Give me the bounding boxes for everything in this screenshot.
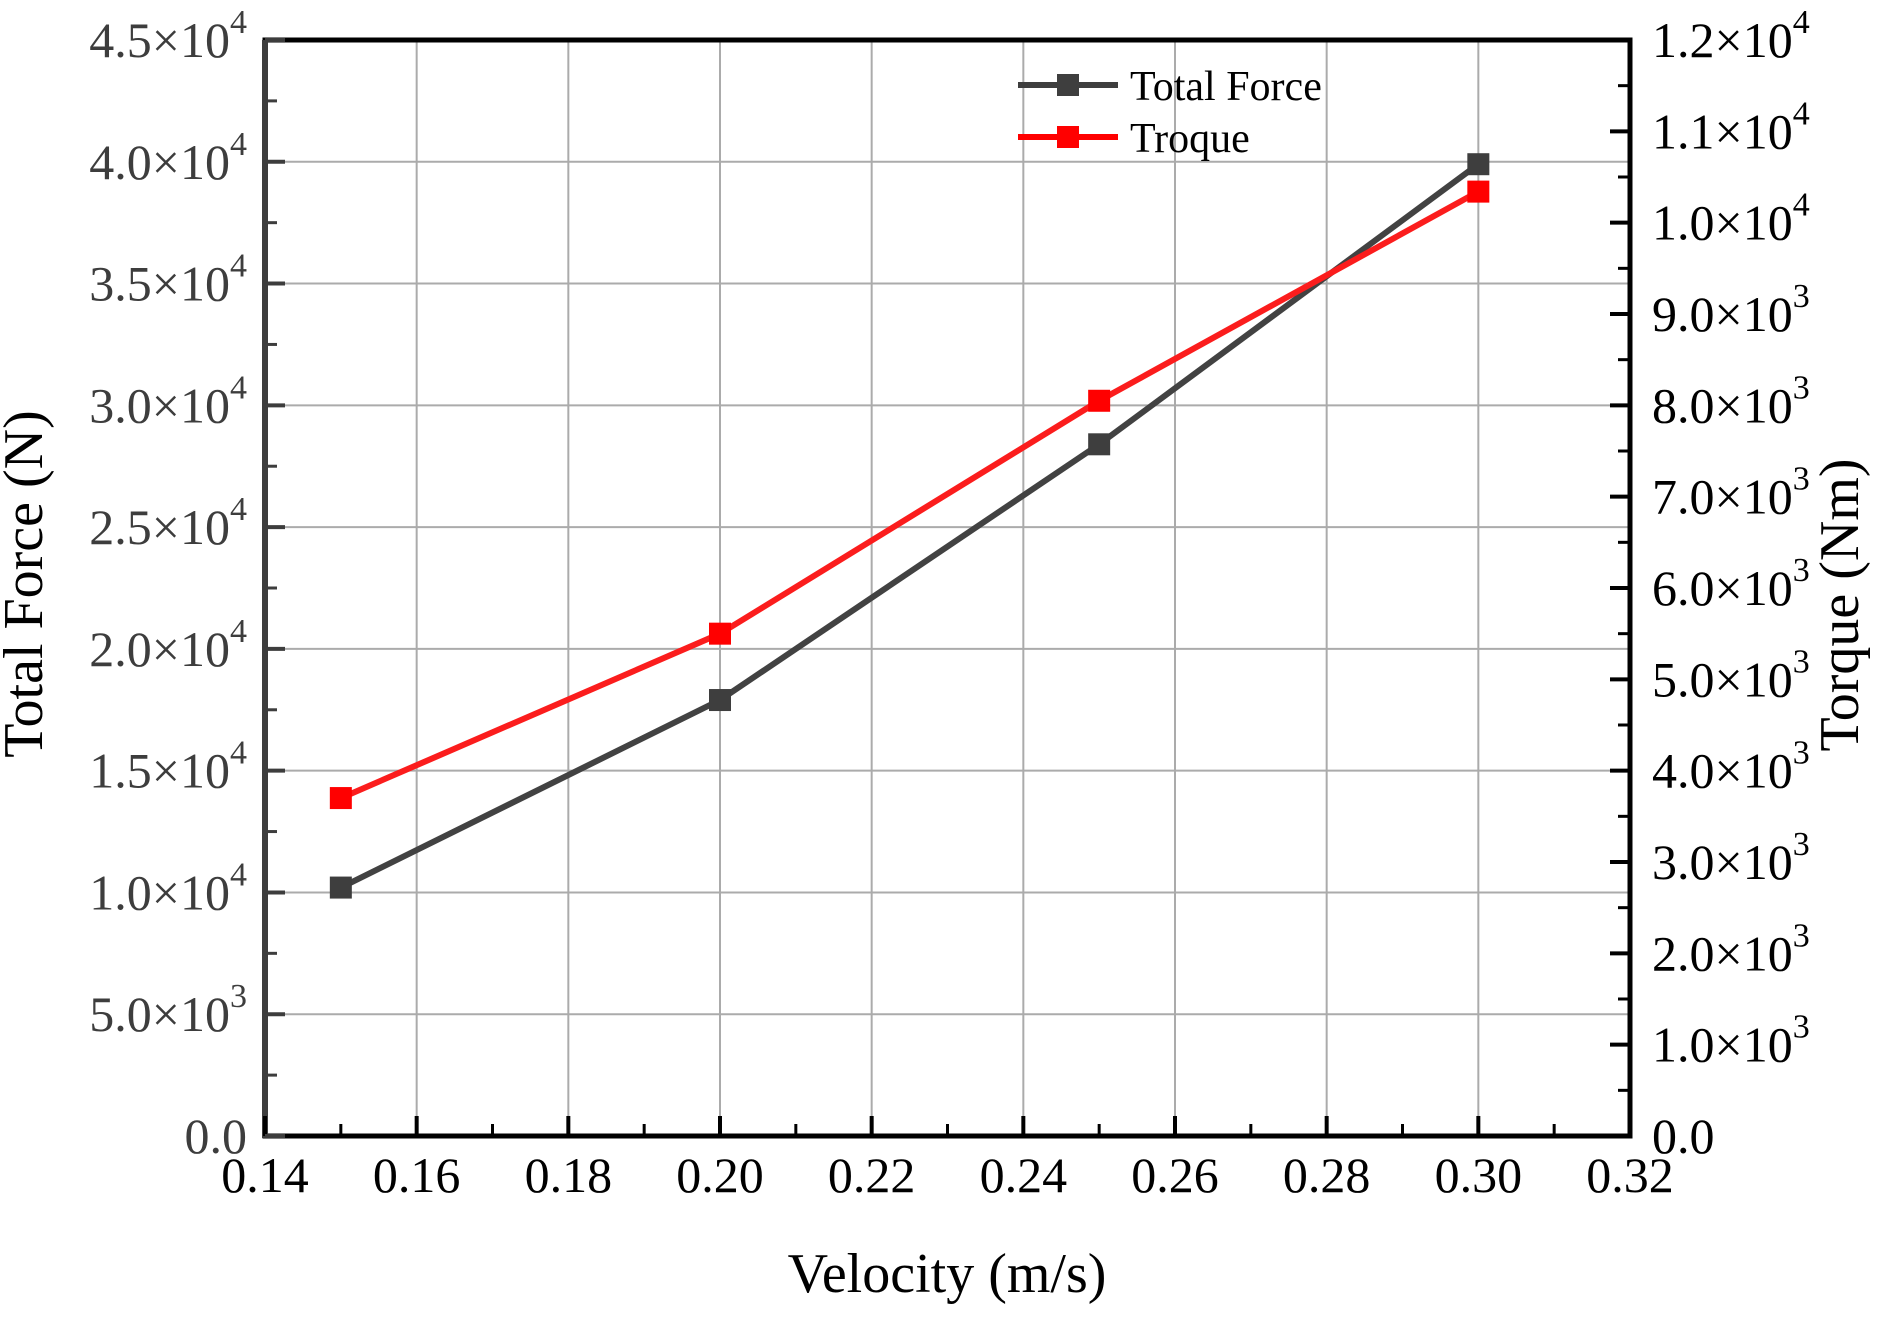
tick-label: 0.14: [221, 1147, 309, 1203]
tick-label: 2.5×104: [89, 491, 247, 555]
data-point-marker: [709, 689, 731, 712]
right-tick-labels: 0.0 1.0×103 2.0×103 3.0×103 4.0×103 5.0×103 6.…: [1652, 4, 1810, 1164]
legend-label: Total Force: [1130, 64, 1322, 110]
tick-label: 1.5×104: [89, 735, 247, 799]
series-line: [339, 188, 1480, 801]
tick-label: 0.0: [185, 1108, 248, 1164]
legend-marker: [1057, 74, 1079, 96]
tick-label: 1.0×104: [89, 856, 247, 920]
tick-label: 0.20: [676, 1147, 764, 1203]
x-axis-title: Velocity (m/s): [788, 1243, 1107, 1305]
left-axis-title: Total Force (N): [0, 410, 55, 758]
tick-label: 9.0×103: [1652, 278, 1810, 342]
tick-label: 5.0×103: [89, 978, 247, 1042]
tick-label: 1.0×103: [1652, 1009, 1810, 1073]
data-point-marker: [709, 622, 731, 645]
data-point-marker: [1467, 180, 1490, 203]
tick-label: 0.24: [980, 1147, 1068, 1203]
legend-label: Troque: [1130, 116, 1250, 162]
tick-label: 5.0×103: [1652, 643, 1810, 707]
tick-label: 2.0×104: [89, 613, 247, 677]
left-axis-ticks: [265, 38, 285, 1138]
x-axis-ticks: [263, 1116, 1632, 1136]
tick-label: 1.1×104: [1652, 95, 1810, 159]
tick-label: 3.5×104: [89, 248, 247, 312]
tick-label: 0.32: [1586, 1147, 1674, 1203]
series-total-force: [329, 153, 1490, 899]
series-troque: [329, 180, 1490, 810]
tick-label: 0.0: [1652, 1108, 1715, 1164]
gridlines: [265, 40, 1630, 1136]
tick-label: 7.0×103: [1652, 461, 1810, 525]
tick-label: 1.0×104: [1652, 187, 1810, 251]
data-point-marker: [1088, 389, 1111, 412]
tick-label: 6.0×103: [1652, 552, 1810, 616]
right-axis-title: Torque (Nm): [1809, 458, 1871, 751]
data-point-marker: [329, 876, 352, 899]
data-point-marker: [329, 787, 352, 810]
x-tick-labels: 0.14 0.16 0.18 0.20 0.22 0.24 0.26 0.28 0.30 0.32: [221, 1147, 1674, 1203]
tick-label: 3.0×104: [89, 369, 247, 433]
tick-label: 0.28: [1283, 1147, 1371, 1203]
legend-item: Troque: [1018, 116, 1250, 162]
tick-label: 0.26: [1131, 1147, 1219, 1203]
legend-item: Total Force: [1018, 64, 1322, 110]
tick-label: 4.0×103: [1652, 735, 1810, 799]
tick-label: 0.30: [1435, 1147, 1523, 1203]
series-line: [339, 161, 1481, 891]
tick-label: 3.0×103: [1652, 826, 1810, 890]
legend-marker: [1057, 126, 1079, 148]
tick-label: 4.0×104: [89, 126, 247, 190]
data-point-marker: [1088, 433, 1111, 456]
tick-label: 4.5×104: [89, 4, 247, 68]
left-tick-labels: 0.0 5.0×103 1.0×104 1.5×104 2.0×104 2.5×104 3.…: [89, 4, 247, 1164]
tick-label: 0.18: [525, 1147, 613, 1203]
tick-label: 0.22: [828, 1147, 916, 1203]
tick-label: 8.0×103: [1652, 369, 1810, 433]
right-axis-ticks: [1610, 38, 1630, 1138]
tick-label: 1.2×104: [1652, 4, 1810, 68]
data-point-marker: [1467, 153, 1490, 176]
legend: Total Force Troque: [1018, 64, 1322, 162]
tick-label: 0.16: [373, 1147, 461, 1203]
tick-label: 2.0×103: [1652, 917, 1810, 981]
